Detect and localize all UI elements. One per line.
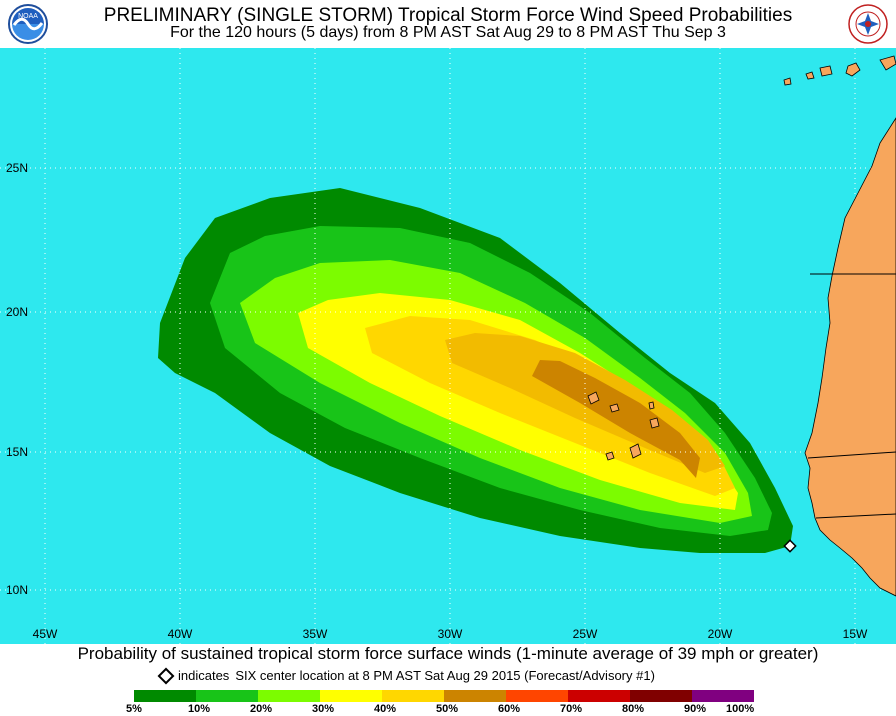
cape-verde-island-1 [587,391,600,405]
legend-label: 50% [436,703,459,715]
page-title: PRELIMINARY (SINGLE STORM) Tropical Stor… [103,5,793,26]
legend-swatch [568,690,630,702]
legend-swatch [134,690,196,702]
cape-verde-island-4 [649,417,660,429]
storm-center-marker [783,539,797,553]
cape-verde-island-5 [605,451,615,461]
canary-island-2 [819,65,833,77]
footer-note: indicates SIX center location at 8 PM AS… [157,667,655,685]
lon-label: 45W [33,627,58,641]
probability-map: 25N 20N 15N 10N 45W 40W 35W 30W 25W 20W … [0,48,896,644]
legend-swatch [630,690,692,702]
legend-labels: 5% 10% 20% 30% 40% 50% 60% 70% 80% 90% 100% [0,703,896,716]
legend-label: 60% [498,703,521,715]
lat-label: 10N [6,583,28,597]
legend-swatch [692,690,754,702]
legend-swatch [320,690,382,702]
legend-label: 10% [188,703,211,715]
legend-swatch [258,690,320,702]
lon-label: 20W [708,627,733,641]
canary-island-4 [879,55,896,71]
lat-label: 20N [6,305,28,319]
lon-label: 35W [303,627,328,641]
canary-island-5 [783,77,792,86]
legend-label: 40% [374,703,397,715]
color-legend [134,690,754,702]
legend-swatch [506,690,568,702]
legend-swatch [382,690,444,702]
legend-label: 30% [312,703,335,715]
legend-label: 70% [560,703,583,715]
legend-label: 90% [684,703,707,715]
diamond-icon [157,667,175,685]
lon-label: 40W [168,627,193,641]
footer-note-prefix: indicates [178,668,230,683]
cape-verde-island-3 [629,443,642,459]
lat-label: 15N [6,445,28,459]
legend-label: 80% [622,703,645,715]
page-subtitle: For the 120 hours (5 days) from 8 PM AST… [170,24,726,41]
canary-island-3 [805,71,815,80]
header: NOAA PRELIMINARY (SINGLE STORM) Tropical… [0,0,896,48]
lon-label: 30W [438,627,463,641]
legend-swatch [444,690,506,702]
legend-label: 100% [726,703,755,715]
africa-landmass [804,117,896,597]
lat-label: 25N [6,161,28,175]
canary-island-1 [845,62,861,77]
borders [807,273,896,519]
lon-label: 15W [843,627,868,641]
legend-label: 20% [250,703,273,715]
footer-caption: Probability of sustained tropical storm … [77,644,819,663]
probability-contours [158,188,793,553]
latitude-labels: 25N 20N 15N 10N [6,161,28,597]
cape-verde-island-6 [648,401,655,410]
contour-60-percent [532,360,700,478]
lon-label: 25W [573,627,598,641]
longitude-labels: 45W 40W 35W 30W 25W 20W 15W [33,627,868,641]
nws-logo-icon [848,4,888,44]
svg-text:NOAA: NOAA [18,13,38,20]
cape-verde-island-2 [609,403,620,413]
land [587,55,896,597]
legend-label: 5% [126,703,142,715]
footer-note-text: SIX center location at 8 PM AST Sat Aug … [235,668,655,683]
noaa-logo-icon: NOAA [8,4,48,44]
legend-swatch [196,690,258,702]
